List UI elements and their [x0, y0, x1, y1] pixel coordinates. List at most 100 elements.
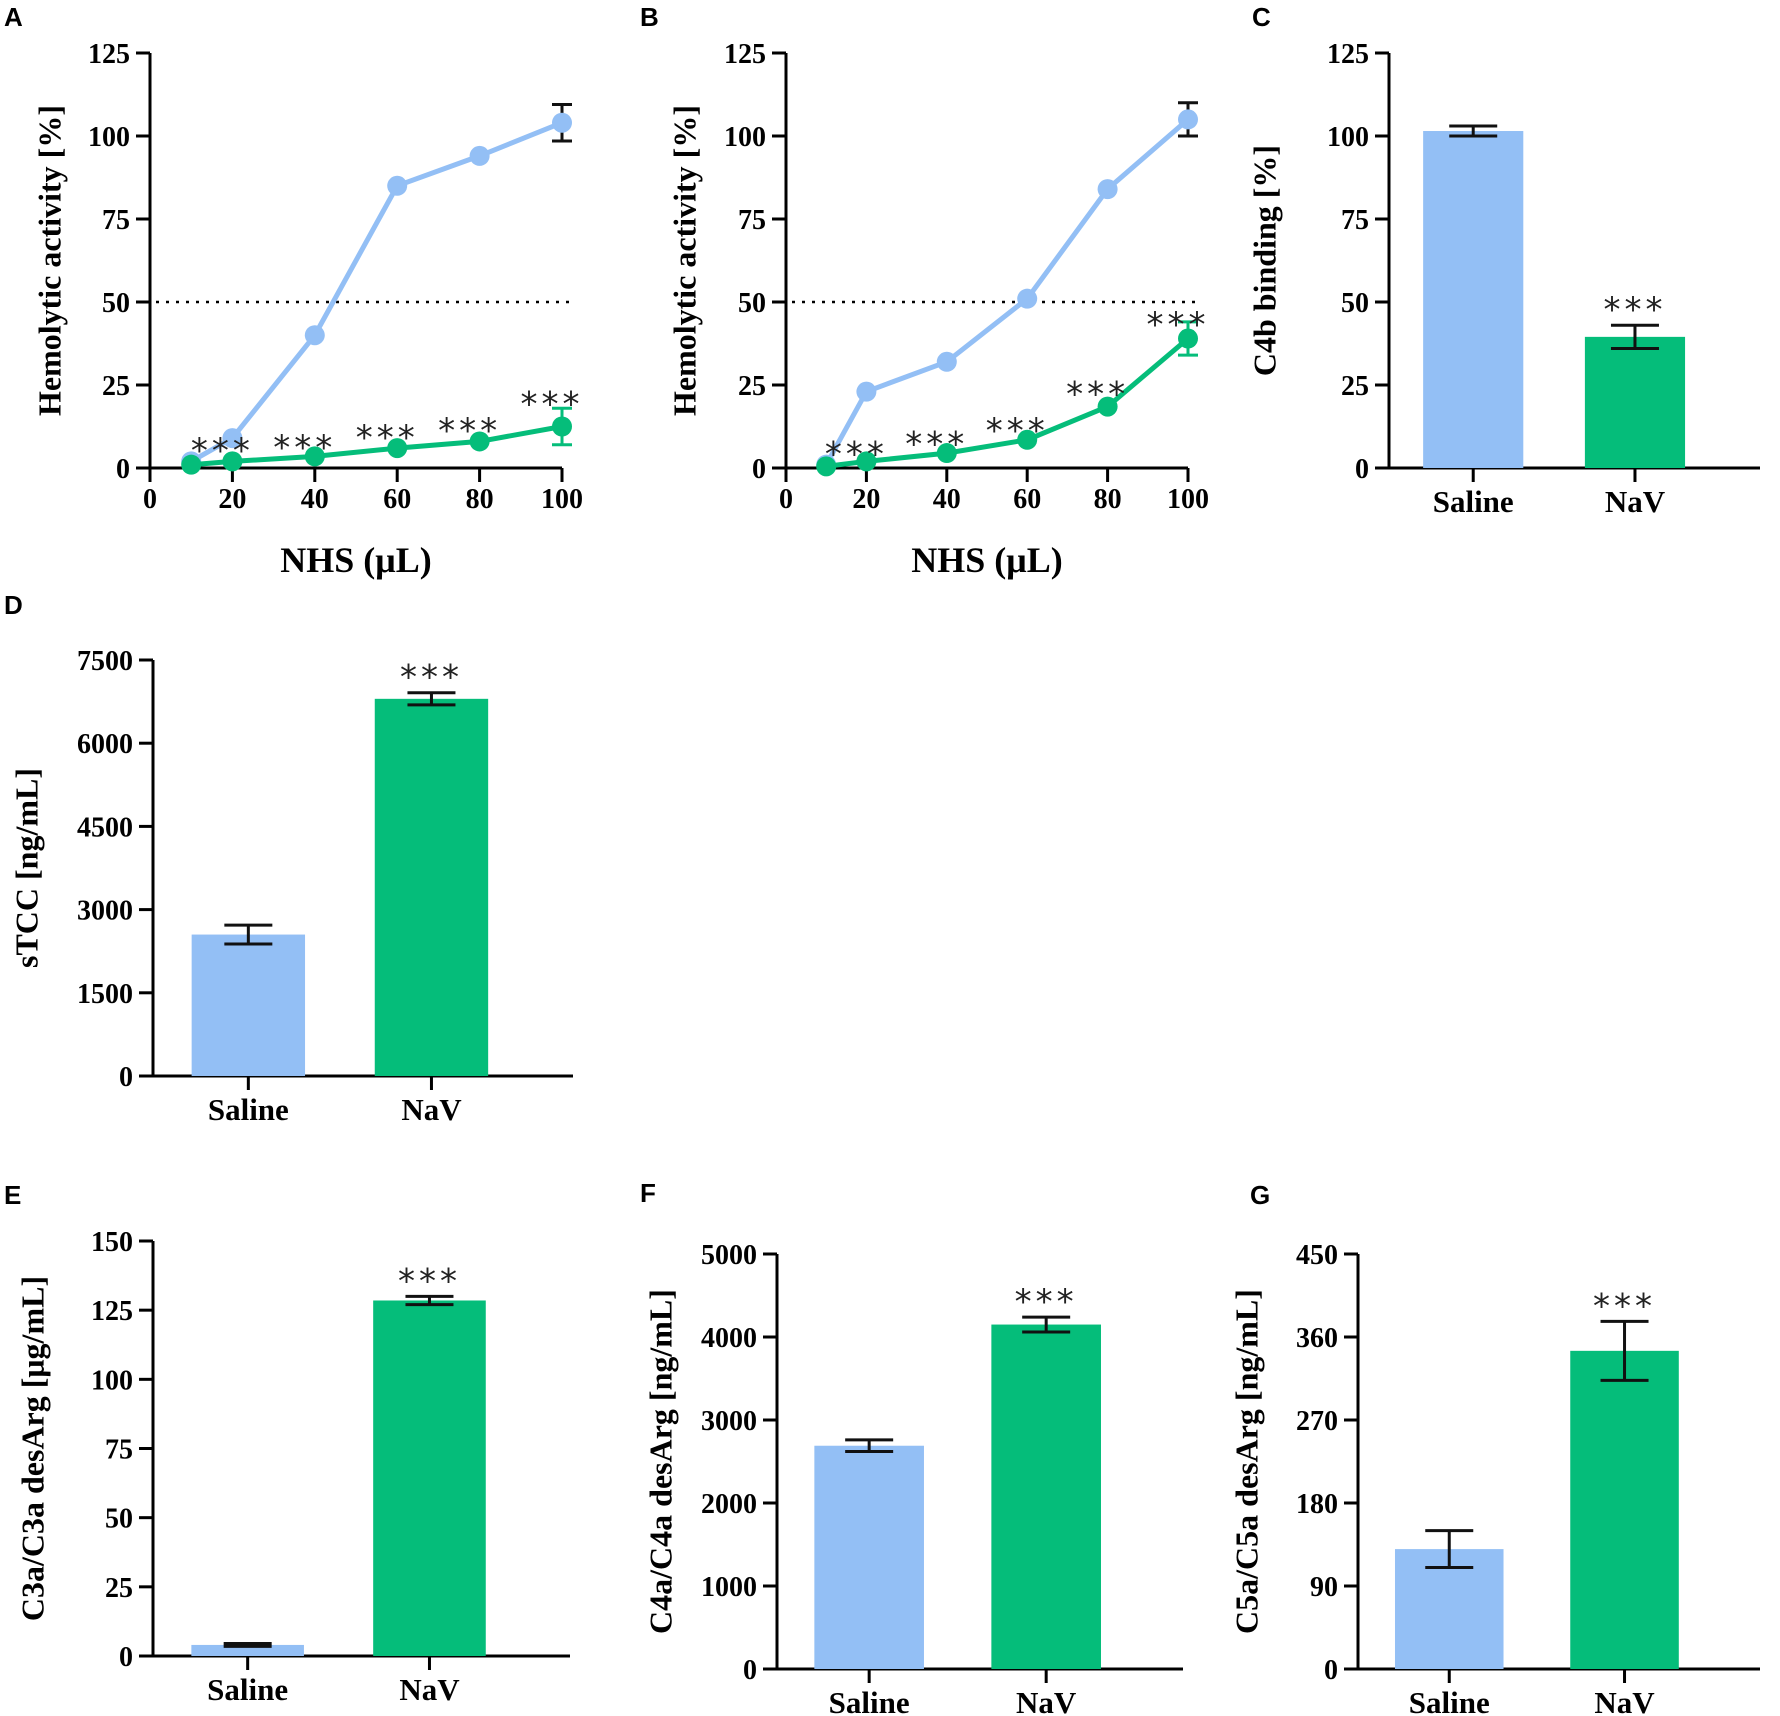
- chart-c-y-tick-label: 0: [1355, 454, 1369, 485]
- chart-b-nav-point: [1097, 396, 1118, 417]
- chart-b-saline-point: [936, 351, 957, 372]
- chart-c-y-tick-label: 25: [1341, 371, 1369, 402]
- chart-c-y-tick-label: 50: [1341, 288, 1369, 319]
- chart-f-y-tick-label: 4000: [701, 1323, 757, 1354]
- chart-a-nav-point: [469, 431, 490, 452]
- chart-b-significance-label: ***: [825, 434, 888, 474]
- chart-f-y-tick-label: 2000: [701, 1489, 757, 1520]
- chart-b-y-tick-label: 0: [752, 454, 766, 485]
- chart-b-x-tick-label: 20: [852, 484, 880, 515]
- panel-letter-g: G: [1250, 1180, 1270, 1210]
- panel-letter-d: D: [4, 590, 23, 620]
- chart-b-significance-label: ***: [1066, 375, 1129, 415]
- chart-b-y-tick-label: 25: [738, 371, 766, 402]
- chart-a-nav-point: [222, 451, 243, 472]
- chart-d-y-tick-label: 0: [119, 1062, 133, 1093]
- chart-b-x-tick-label: 60: [1013, 484, 1041, 515]
- panel-letter-e: E: [4, 1180, 21, 1210]
- chart-a-y-tick-label: 75: [102, 205, 130, 236]
- chart-a-significance-label: ***: [356, 418, 419, 458]
- chart-b-y-tick-label: 125: [724, 39, 766, 70]
- chart-a-y-axis-label: Hemolytic activity [%]: [31, 105, 67, 416]
- chart-a-x-tick-label: 40: [301, 484, 329, 515]
- chart-c-category-label-nav: NaV: [1605, 484, 1666, 519]
- chart-a-x-tick-label: 80: [466, 484, 494, 515]
- chart-b-saline-point: [856, 381, 877, 402]
- chart-a-significance-label: ***: [521, 385, 584, 425]
- chart-c-bar-nav: [1584, 336, 1686, 468]
- chart-a-nav-point: [304, 446, 325, 467]
- chart-c-significance-label: ***: [1603, 290, 1666, 330]
- chart-b-saline-point: [1178, 109, 1198, 130]
- chart-f-y-axis-label: C4a/C4a desArg [ng/mL]: [642, 1289, 678, 1634]
- chart-a-significance-label: ***: [273, 428, 336, 468]
- chart-f-category-label-saline: Saline: [829, 1685, 910, 1716]
- chart-d-bar-saline: [191, 934, 306, 1076]
- chart-a-y-tick-label: 100: [88, 122, 130, 153]
- chart-a-saline-point: [304, 325, 325, 346]
- chart-a-saline-point: [469, 145, 490, 166]
- chart-b-nav-point: [936, 443, 957, 464]
- chart-e-y-axis-label: C3a/C3a desArg [μg/mL]: [14, 1276, 50, 1621]
- chart-g-bar-nav: [1570, 1350, 1679, 1669]
- chart-d-y-tick-label: 7500: [77, 646, 133, 677]
- chart-d-y-tick-label: 4500: [77, 812, 133, 843]
- chart-e-bar-saline: [191, 1644, 304, 1656]
- chart-f-y-tick-label: 3000: [701, 1406, 757, 1437]
- chart-g-category-label-nav: NaV: [1594, 1685, 1655, 1716]
- chart-c-y-tick-label: 125: [1327, 39, 1369, 70]
- chart-b-saline-point: [1017, 288, 1038, 309]
- chart-g-y-tick-label: 270: [1296, 1406, 1338, 1437]
- chart-e-y-tick-label: 125: [91, 1296, 133, 1327]
- chart-g-category-label-saline: Saline: [1409, 1685, 1490, 1716]
- chart-a-x-tick-label: 0: [143, 484, 157, 515]
- chart-d-category-label-nav: NaV: [401, 1092, 462, 1127]
- chart-d-y-tick-label: 3000: [77, 896, 133, 927]
- panel-letter-f: F: [640, 1178, 656, 1208]
- chart-e-category-label-nav: NaV: [399, 1672, 460, 1707]
- chart-d-y-tick-label: 1500: [77, 979, 133, 1010]
- chart-b-x-tick-label: 100: [1167, 484, 1209, 515]
- chart-c-y-tick-label: 100: [1327, 122, 1369, 153]
- chart-a-nav-point: [181, 454, 202, 475]
- chart-f-y-tick-label: 1000: [701, 1572, 757, 1603]
- chart-e-y-tick-label: 100: [91, 1365, 133, 1396]
- chart-a-y-tick-label: 50: [102, 288, 130, 319]
- chart-a-x-tick-label: 100: [541, 484, 583, 515]
- chart-b-significance-label: ***: [905, 424, 968, 464]
- chart-b-saline-point: [1097, 179, 1118, 200]
- chart-d-significance-label: ***: [400, 658, 463, 698]
- chart-e-y-tick-label: 75: [105, 1435, 133, 1466]
- chart-b-y-tick-label: 100: [724, 122, 766, 153]
- chart-b-x-tick-label: 0: [779, 484, 793, 515]
- chart-a-y-tick-label: 25: [102, 371, 130, 402]
- chart-a-saline-line: [189, 120, 563, 464]
- chart-c-y-axis-label: C4b binding [%]: [1246, 145, 1282, 376]
- chart-a-nav-point: [387, 438, 408, 459]
- chart-f-y-tick-label: 0: [743, 1655, 757, 1686]
- panel-letter-a: A: [4, 2, 23, 32]
- chart-e-y-tick-label: 25: [105, 1573, 133, 1604]
- chart-e-y-tick-label: 0: [119, 1642, 133, 1673]
- chart-d-y-tick-label: 6000: [77, 729, 133, 760]
- chart-b-x-tick-label: 40: [933, 484, 961, 515]
- chart-e-y-tick-label: 50: [105, 1504, 133, 1535]
- chart-b-y-tick-label: 50: [738, 288, 766, 319]
- chart-g-y-tick-label: 180: [1296, 1489, 1338, 1520]
- chart-b-y-tick-label: 75: [738, 205, 766, 236]
- chart-a-saline-point: [552, 112, 572, 133]
- chart-g-significance-label: ***: [1593, 1286, 1656, 1326]
- chart-f-significance-label: ***: [1015, 1282, 1078, 1322]
- chart-b-significance-label: ***: [1147, 305, 1210, 345]
- chart-b-nav-point: [816, 456, 837, 477]
- chart-g-y-axis-label: C5a/C5a desArg [ng/mL]: [1228, 1289, 1264, 1634]
- chart-d-y-axis-label: sTCC [ng/mL]: [8, 768, 44, 968]
- chart-d-category-label-saline: Saline: [208, 1092, 289, 1127]
- chart-g-y-tick-label: 90: [1310, 1572, 1338, 1603]
- chart-a-x-tick-label: 60: [383, 484, 411, 515]
- chart-b-nav-point: [856, 451, 877, 472]
- chart-f-category-label-nav: NaV: [1016, 1685, 1077, 1716]
- chart-b-x-tick-label: 80: [1094, 484, 1122, 515]
- chart-a-x-tick-label: 20: [218, 484, 246, 515]
